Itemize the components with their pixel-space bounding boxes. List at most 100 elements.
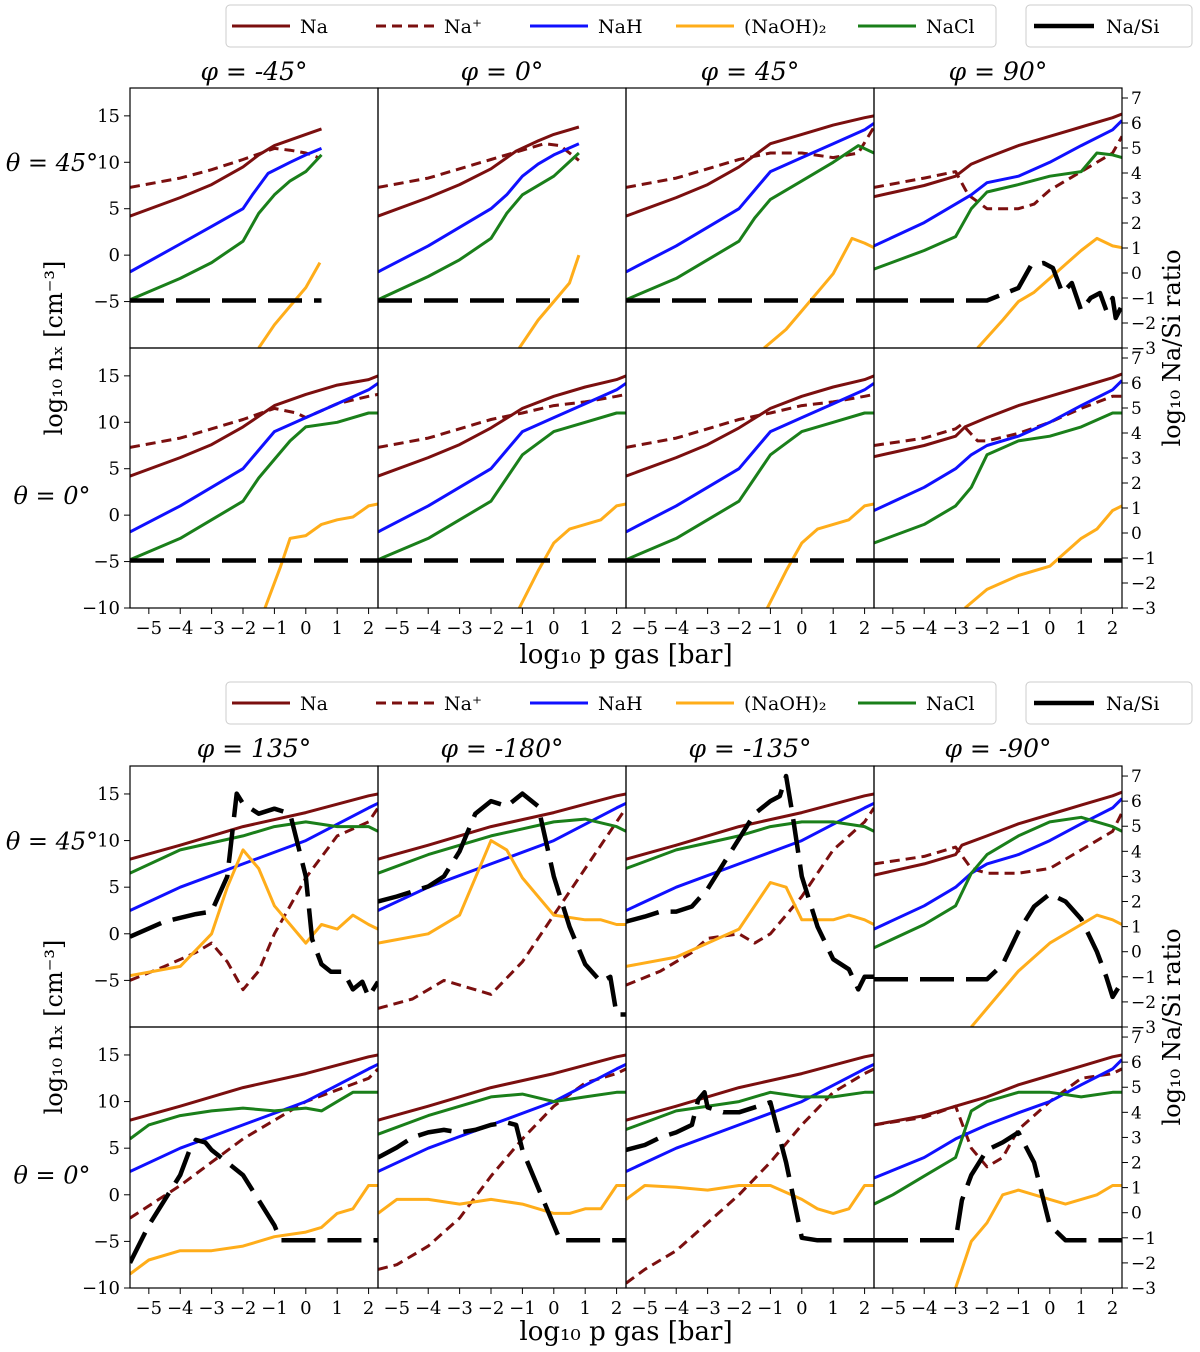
legend-label-3: (NaOH)₂: [744, 16, 827, 38]
y-tick-label: 5: [109, 199, 120, 220]
legend-label-2: NaH: [598, 693, 643, 715]
series-line-na: [874, 112, 1122, 199]
y-tick-label: 10: [97, 1092, 120, 1113]
series-line-na: [130, 1053, 378, 1122]
y-tick-label: 15: [97, 784, 120, 805]
y2-tick-label: 0: [1131, 1204, 1142, 1224]
series-line-naoh: [378, 1184, 626, 1215]
y-tick-label: 0: [109, 245, 120, 266]
x-tick-label: −4: [911, 618, 938, 639]
legend-label-1: Na⁺: [444, 16, 482, 38]
x-tick-label: 2: [859, 1298, 870, 1319]
x-tick-label: 0: [548, 618, 559, 639]
y-tick-label: 5: [109, 459, 120, 480]
y2-tick-label: 5: [1131, 817, 1142, 837]
x-tick-label: −3: [942, 618, 969, 639]
panel-2-1-2: [378, 791, 626, 1017]
y2-axis-label: log₁₀ Na/Si ratio: [1158, 928, 1186, 1125]
series-line-na: [378, 1053, 626, 1122]
row-title: θ = 0°: [13, 1162, 90, 1190]
y2-tick-label: 2: [1131, 474, 1142, 494]
y2-tick-label: 7: [1131, 349, 1142, 369]
legend-entry-0: Na: [232, 693, 328, 715]
y2-tick-label: −1: [1131, 1229, 1156, 1249]
series-line-nacl: [130, 1090, 378, 1141]
x-tick-label: 0: [300, 618, 311, 639]
y2-tick-label: 4: [1131, 1103, 1142, 1123]
panel-frame: [625, 87, 875, 349]
series-line-nasi: [874, 891, 1122, 1000]
series-line-nasi: [378, 791, 626, 1017]
y2-tick-label: −2: [1131, 1254, 1156, 1274]
series-line-nacl: [378, 1090, 626, 1136]
series-line-nah: [130, 382, 378, 534]
series-line-na: [378, 125, 580, 218]
x-tick-label: −3: [694, 1298, 721, 1319]
x-tick-label: −1: [509, 1298, 536, 1319]
y2-tick-label: 6: [1131, 792, 1142, 812]
panel-1-2-2: [378, 374, 626, 608]
series-line-naoh: [763, 236, 874, 348]
series-line-nacl: [874, 815, 1122, 950]
series-line-nah: [626, 122, 874, 274]
ratio-legend-1: Na/Si: [1025, 4, 1193, 48]
series-line-naoh: [130, 1184, 378, 1276]
series-line-nacl: [378, 151, 580, 302]
ratio-legend-frame: [1025, 681, 1193, 725]
series-line-nah: [378, 142, 580, 274]
series-line-nah: [130, 1062, 378, 1173]
y2-tick-label: 5: [1131, 1078, 1142, 1098]
x-tick-label: −5: [136, 1298, 163, 1319]
y2-tick-label: 3: [1131, 189, 1142, 209]
series-line-nah: [874, 1058, 1122, 1180]
x-tick-label: −3: [694, 618, 721, 639]
legend-label-0: Na: [300, 16, 328, 38]
series-line-naoh: [970, 913, 1122, 1027]
legend-entry-4: NaCl: [858, 693, 975, 715]
series-line-na: [626, 1053, 874, 1122]
y-tick-label: −5: [93, 292, 120, 313]
series-line-na: [130, 792, 378, 861]
series-line-nacl: [378, 817, 626, 875]
legend-entry-2: NaH: [530, 16, 643, 38]
series-line-na: [626, 1067, 874, 1285]
y2-tick-label: −3: [1131, 1018, 1156, 1038]
series-line-na: [874, 1053, 1122, 1127]
x-axis-label: log₁₀ p gas [bar]: [519, 640, 732, 670]
series-line-na: [378, 807, 626, 1010]
panel-frame: [873, 347, 1123, 609]
column-title: φ = 135°: [197, 734, 312, 763]
series-line-nasi: [378, 1120, 626, 1243]
x-tick-label: −1: [509, 618, 536, 639]
series-line-nah: [626, 1062, 874, 1173]
x-tick-label: 1: [579, 1298, 590, 1319]
series-line-naoh: [263, 502, 378, 608]
x-tick-label: −2: [726, 618, 753, 639]
series-line-nacl: [874, 1090, 1122, 1206]
legend-label-1: Na⁺: [444, 693, 482, 715]
legend-label-0: Na: [300, 693, 328, 715]
series-line-nacl: [626, 820, 874, 870]
x-tick-label: −1: [757, 618, 784, 639]
legend-label-4: NaCl: [926, 16, 975, 38]
x-tick-label: 0: [1044, 618, 1055, 639]
series-line-na: [378, 1067, 626, 1271]
y-tick-label: −10: [82, 1278, 120, 1299]
x-tick-label: −1: [1005, 618, 1032, 639]
panel-frame: [129, 87, 379, 349]
series-line-na: [626, 114, 874, 218]
series-line-naoh: [518, 254, 581, 348]
x-tick-label: −3: [446, 1298, 473, 1319]
series-line-nah: [874, 119, 1122, 248]
x-tick-label: −5: [384, 618, 411, 639]
x-tick-label: 2: [1107, 618, 1118, 639]
series-line-nacl: [130, 153, 323, 302]
legend-2: Na Na⁺ NaH (NaOH)₂ NaCl: [225, 681, 997, 725]
y2-tick-label: 4: [1131, 842, 1142, 862]
y2-tick-label: 6: [1131, 1053, 1142, 1073]
y-tick-label: −5: [93, 970, 120, 991]
series-line-nasi: [130, 791, 378, 1000]
column-title: φ = -135°: [688, 734, 811, 763]
series-line-nacl: [626, 144, 874, 302]
series-line-nasi: [874, 1130, 1122, 1243]
